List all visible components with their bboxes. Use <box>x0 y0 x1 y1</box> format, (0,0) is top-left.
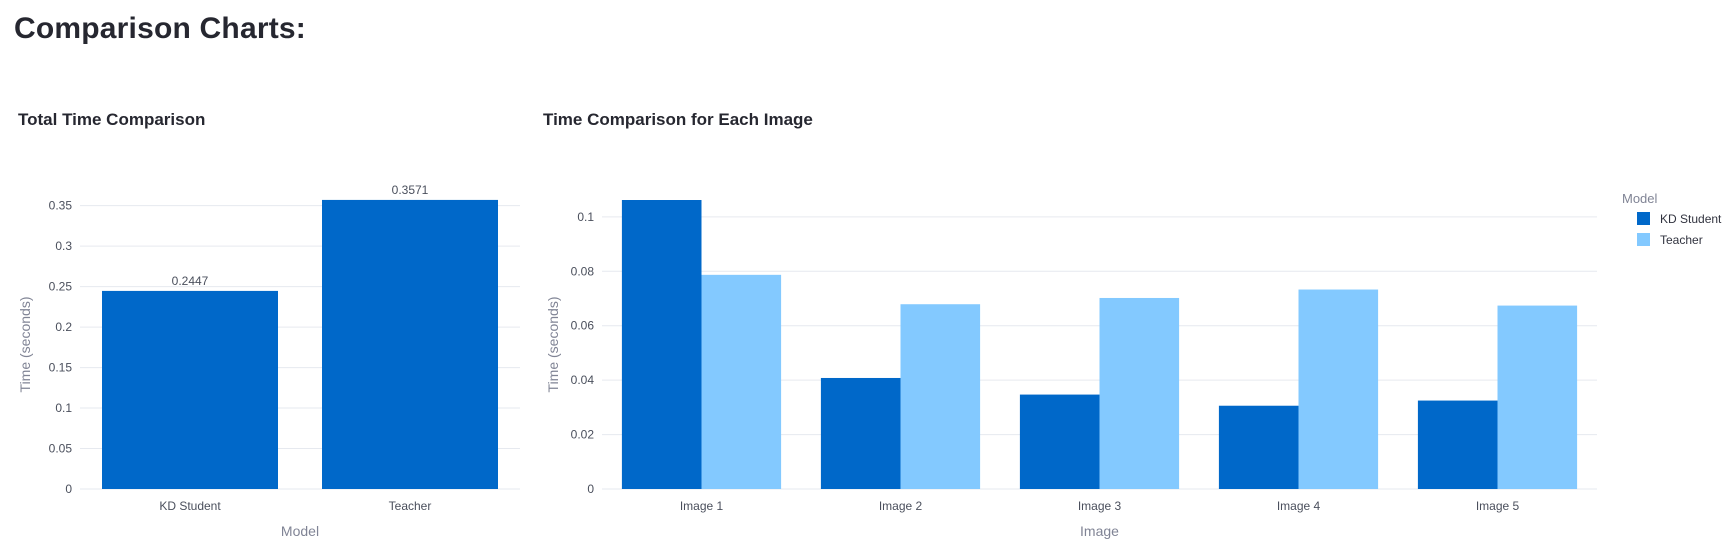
bar-kd-student-image-5[interactable] <box>1417 400 1498 489</box>
legend-item-teacher[interactable]: Teacher <box>1637 233 1703 247</box>
x-tick-label: KD Student <box>159 499 221 513</box>
total-time-chart: 0 0.05 0.1 0.15 0.2 0.25 0.3 0.35 0.2447 KD Stude… <box>17 183 520 539</box>
bar-teacher[interactable] <box>322 199 498 489</box>
legend-label: KD Student <box>1660 212 1722 226</box>
bar-kd-student-image-2[interactable] <box>820 377 901 489</box>
y-tick-label: 0.05 <box>49 442 73 456</box>
y-tick-label: 0.1 <box>577 210 594 224</box>
y-tick-label: 0.15 <box>49 361 73 375</box>
page-title: Comparison Charts: <box>14 12 306 45</box>
y-tick-label: 0.3 <box>55 239 72 253</box>
x-tick-label: Image 3 <box>1078 499 1122 513</box>
legend-title: Model <box>1622 191 1658 206</box>
y-axis-title: Time (seconds) <box>17 297 33 393</box>
y-tick-label: 0.02 <box>571 428 595 442</box>
y-axis-title: Time (seconds) <box>545 297 561 393</box>
bar-kd-student-image-3[interactable] <box>1019 394 1100 489</box>
y-tick-label: 0.1 <box>55 401 72 415</box>
data-label: 0.2447 <box>172 274 209 288</box>
bar-teacher-image-1[interactable] <box>701 274 782 489</box>
x-tick-label: Teacher <box>389 499 432 513</box>
x-tick-label: Image 4 <box>1277 499 1321 513</box>
bar-teacher-image-3[interactable] <box>1099 297 1180 489</box>
bar-teacher-image-2[interactable] <box>900 304 981 489</box>
y-tick-label: 0 <box>65 482 72 496</box>
x-tick-label: Image 1 <box>680 499 724 513</box>
x-axis-title: Model <box>281 523 319 539</box>
legend-swatch <box>1637 212 1650 225</box>
y-tick-label: 0 <box>587 482 594 496</box>
chart-title-total-time: Total Time Comparison <box>18 110 206 129</box>
legend-item-kd-student[interactable]: KD Student <box>1637 212 1722 226</box>
bar-kd-student[interactable] <box>102 290 278 489</box>
y-tick-label: 0.06 <box>571 319 595 333</box>
y-tick-label: 0.04 <box>571 373 595 387</box>
per-image-chart[interactable]: 0 0.02 0.04 0.06 0.08 0.1 Image 1 Image 2 Image … <box>540 0 1734 555</box>
y-tick-label: 0.2 <box>55 320 72 334</box>
x-axis-title: Image <box>1080 523 1119 539</box>
x-tick-label: Image 2 <box>879 499 923 513</box>
legend-swatch <box>1637 233 1650 246</box>
y-tick-label: 0.08 <box>571 264 595 278</box>
chart-title-per-image: Time Comparison for Each Image <box>543 110 813 129</box>
bar-kd-student-image-1[interactable] <box>621 200 702 489</box>
x-tick-label: Image 5 <box>1476 499 1520 513</box>
bar-kd-student-image-4[interactable] <box>1218 405 1299 489</box>
bar-teacher-image-5[interactable] <box>1497 305 1578 489</box>
legend-label: Teacher <box>1660 233 1703 247</box>
y-tick-label: 0.25 <box>49 280 73 294</box>
bar-teacher-image-4[interactable] <box>1298 289 1379 489</box>
data-label: 0.3571 <box>392 183 429 197</box>
y-tick-label: 0.35 <box>49 199 73 213</box>
